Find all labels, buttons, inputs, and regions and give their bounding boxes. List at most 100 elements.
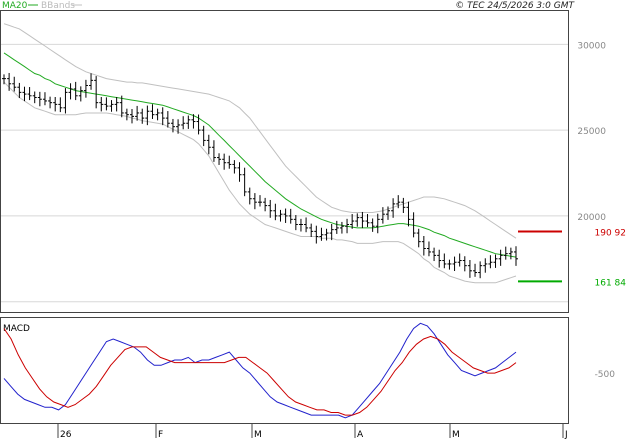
price-bar [247,187,252,205]
price-bar [370,218,375,232]
price-bar [2,74,6,85]
price-bar [94,76,99,109]
price-bar [196,114,201,135]
price-bar [130,109,134,124]
price-bar [365,214,370,228]
price-bar [345,218,350,234]
price-bar [27,87,32,101]
price-bar [324,228,329,241]
price-bar [273,203,278,221]
price-bar [237,162,242,182]
price-bar [17,82,22,99]
price-bar [12,76,17,92]
x-tick-label: 26 [60,430,72,440]
ma-legend-label: MA20 [2,1,28,11]
price-bar [78,86,83,102]
price-bar [457,253,462,267]
price-bar [145,105,150,126]
price-bar [329,223,334,241]
macd-y-tick-label: -500 [595,370,616,380]
price-bar [421,235,426,256]
price-bar [53,96,58,112]
price-bar [201,125,206,147]
price-bar [386,206,390,220]
y-tick-label: 25000 [577,127,606,137]
price-bar [268,199,273,218]
bb-lower-line [3,81,517,284]
price-bar [160,107,165,126]
support-level-label: 161 84 [595,278,627,288]
price-gridlines [1,43,568,303]
price-bar [309,223,314,238]
price-bar [89,73,94,90]
price-bar [37,91,42,107]
price-bar [124,108,129,121]
price-bar [242,167,247,197]
price-bar [426,241,431,257]
price-bar [83,79,88,98]
price-bar [99,96,104,112]
price-bar [263,197,268,212]
price-bar [314,225,319,244]
ma20-path [3,52,517,258]
price-y-tick-labels: 30000 25000 20000 [577,41,606,223]
price-bar [503,246,508,260]
x-tick-label: M [452,430,460,440]
price-bar [375,213,380,234]
price-bar [22,86,27,102]
price-panel-frame [0,10,569,313]
price-bar [401,197,406,213]
price-bar [498,249,503,266]
price-bar [206,134,211,155]
price-bar [135,105,140,121]
price-bar [258,195,262,207]
price-bar [150,104,155,119]
macd-line [3,322,517,419]
price-bar [181,116,186,130]
price-bar [396,195,401,209]
y-tick-label: 30000 [577,41,606,51]
price-bar [508,247,513,260]
price-bar [488,255,493,269]
x-tick-label: A [357,430,364,440]
price-bar [319,227,324,241]
price-bar [350,214,355,229]
price-bar [211,140,216,162]
price-bar [478,261,483,279]
price-bar [406,201,411,227]
price-bar [473,263,478,277]
price-bar [73,81,78,101]
price-bar [467,260,472,278]
x-tick-label: M [254,430,262,440]
x-tick-label: J [564,430,568,440]
price-bar [360,211,365,229]
x-axis: 26 F M A M J [57,424,568,440]
price-bar [416,228,421,248]
price-bar [437,249,442,268]
price-bar [114,96,119,112]
price-bar [165,111,170,128]
price-bar [452,256,457,271]
price-bar [155,108,160,121]
price-bar [227,155,232,169]
price-bar [304,217,309,233]
price-bar [442,253,447,269]
price-bar [63,88,68,114]
bb-upper-line [3,23,517,239]
price-bar [298,218,303,232]
x-tick-label: F [158,430,163,440]
macd-lines [3,322,517,419]
price-bar [355,213,360,227]
macd-panel-frame [0,317,569,424]
price-bar [109,100,114,112]
price-bar [380,207,385,224]
price-bar [58,97,63,113]
price-bar [191,114,196,129]
macd-y-tick-labels: -500 [595,370,616,380]
price-bar [514,246,518,266]
price-bar [170,118,175,133]
price-bar [104,97,109,111]
price-bar [222,153,227,170]
price-bar [278,209,283,222]
